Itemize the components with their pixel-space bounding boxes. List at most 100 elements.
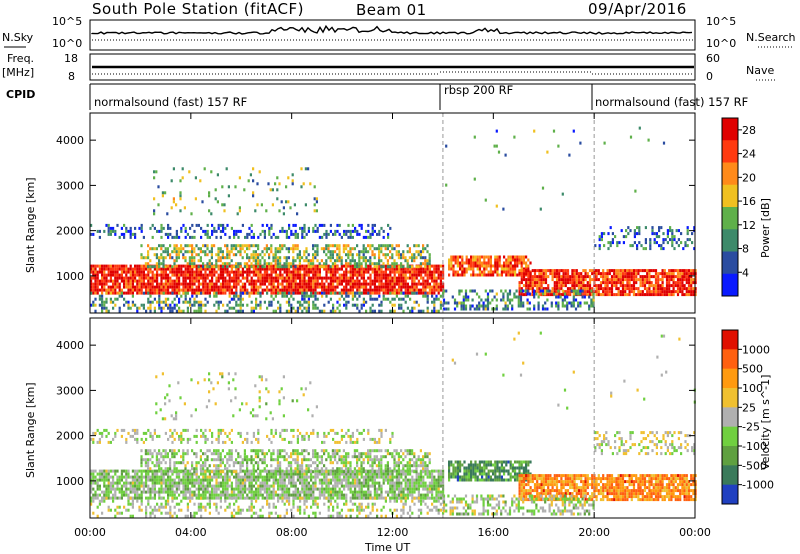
power-cell	[270, 279, 273, 283]
power-cell	[206, 288, 209, 292]
velocity-cell	[184, 478, 187, 482]
power-cell	[314, 253, 317, 257]
power-ytick-label: 3000	[56, 179, 84, 192]
power-cell	[151, 276, 154, 280]
power-cell	[420, 276, 423, 280]
power-cell	[428, 262, 431, 266]
velocity-cell	[169, 490, 172, 494]
power-cell	[538, 287, 541, 291]
power-cell	[155, 253, 158, 257]
power-cell	[279, 262, 282, 266]
power-cell	[340, 235, 343, 239]
power-cell	[281, 285, 284, 289]
power-cell	[345, 279, 348, 283]
power-cell	[332, 267, 335, 271]
velocity-cell	[327, 472, 330, 476]
power-cell	[628, 284, 631, 288]
power-cell	[314, 256, 317, 260]
power-cell	[287, 250, 290, 254]
power-cell	[509, 255, 512, 259]
power-cell	[290, 265, 293, 269]
power-cell	[222, 276, 225, 280]
power-cell	[382, 291, 385, 295]
velocity-cell	[325, 472, 328, 476]
power-cell	[151, 282, 154, 286]
power-cell	[557, 304, 560, 308]
power-cell	[175, 288, 178, 292]
power-cell	[206, 262, 209, 266]
power-cell	[224, 276, 227, 280]
velocity-cell	[189, 493, 192, 497]
power-cell	[314, 297, 317, 301]
power-cell	[217, 264, 220, 268]
power-cell	[482, 307, 485, 311]
power-cell	[630, 287, 633, 291]
power-cell	[116, 279, 119, 283]
power-cell	[351, 259, 354, 263]
power-cell	[182, 253, 185, 257]
power-cell	[600, 235, 603, 239]
power-cell	[402, 285, 405, 289]
power-cell	[561, 304, 564, 308]
velocity-cell	[180, 478, 183, 482]
power-cell	[241, 291, 244, 295]
power-cell	[151, 235, 154, 239]
power-cell	[276, 259, 279, 263]
velocity-cell	[296, 478, 299, 482]
power-cell	[208, 288, 211, 292]
velocity-cell	[246, 472, 249, 476]
power-cell	[573, 287, 576, 291]
power-cell	[164, 291, 167, 295]
velocity-cell	[105, 490, 108, 494]
power-cell	[358, 294, 361, 298]
power-cell	[160, 276, 163, 280]
velocity-cell	[224, 496, 227, 500]
power-cell	[260, 203, 263, 207]
power-cell	[120, 267, 123, 271]
power-cell	[318, 235, 321, 239]
power-cell	[312, 264, 315, 268]
velocity-cell	[349, 481, 352, 485]
power-cell	[538, 272, 541, 276]
power-cell	[349, 279, 352, 283]
power-cell	[158, 282, 161, 286]
power-cell	[228, 285, 231, 289]
power-cell	[409, 276, 412, 280]
power-cell	[467, 295, 470, 299]
power-cell	[452, 267, 455, 271]
power-cell	[243, 188, 246, 192]
power-cell	[332, 285, 335, 289]
power-cell	[304, 167, 307, 171]
power-cell	[131, 276, 134, 280]
power-cell	[200, 288, 203, 292]
power-cell	[186, 276, 189, 280]
power-cell	[105, 300, 108, 304]
power-cell	[186, 300, 189, 304]
power-cell	[169, 303, 172, 307]
velocity-cell	[162, 481, 165, 485]
velocity-cell	[303, 487, 306, 491]
power-cell	[160, 247, 163, 251]
velocity-cell	[250, 484, 253, 488]
power-cell	[164, 256, 167, 260]
velocity-cell	[90, 472, 93, 476]
power-cell	[118, 267, 121, 271]
power-cell	[323, 285, 326, 289]
power-cell	[406, 262, 409, 266]
power-cell	[147, 282, 150, 286]
power-cell	[670, 275, 673, 279]
power-cell	[153, 306, 156, 310]
power-cell	[109, 229, 112, 233]
power-cell	[518, 255, 521, 259]
power-cell	[123, 285, 126, 289]
power-cell	[572, 129, 575, 133]
power-cell	[149, 247, 152, 251]
power-cell	[211, 270, 214, 274]
power-cell	[197, 285, 200, 289]
power-cell	[592, 301, 595, 305]
power-cell	[239, 247, 242, 251]
power-cell	[153, 297, 156, 301]
power-cell	[279, 276, 282, 280]
velocity-cell	[200, 478, 203, 482]
power-cell	[248, 273, 251, 277]
